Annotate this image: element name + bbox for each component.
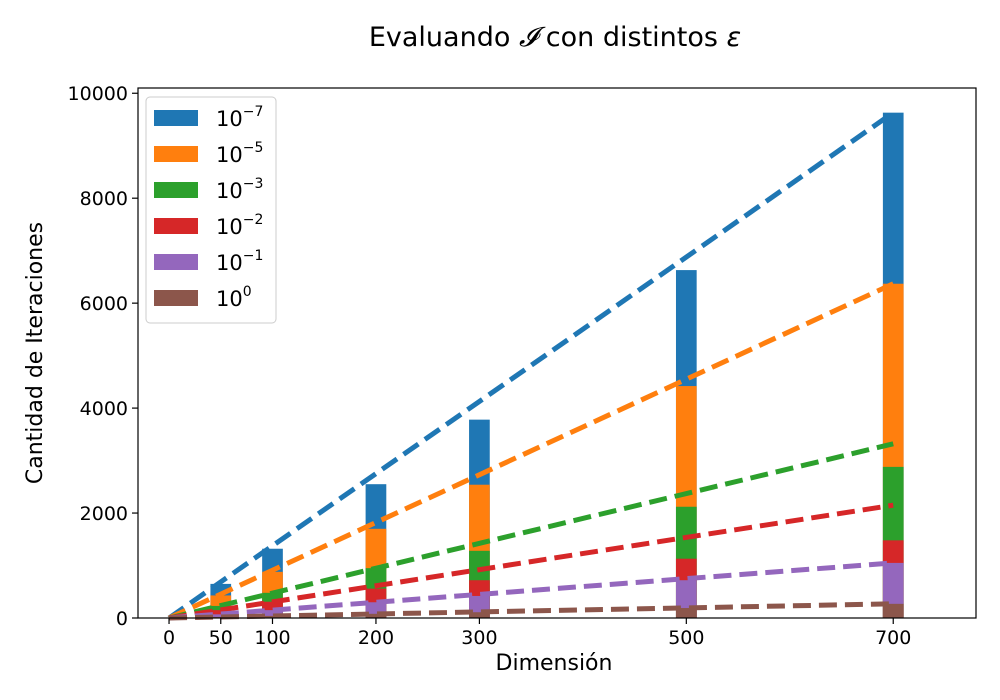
title-mid: con distintos [537,22,726,53]
trendline-5 [168,601,894,621]
title-epsilon: ε [727,22,742,53]
legend-swatch [154,254,198,270]
y-tick-label: 4000 [80,398,128,420]
y-tick-label: 2000 [80,503,128,525]
x-axis-label: Dimensión [496,651,613,676]
y-tick-label: 8000 [80,188,128,210]
bar-s4-100 [262,610,283,618]
legend-swatch [154,218,198,234]
legend-label: 10−1 [216,248,263,275]
bars-layer [210,112,904,619]
trendline-3 [168,502,894,621]
y-axis-label: Cantidad de Iteraciones [23,222,48,484]
x-tick-label: 500 [668,627,704,649]
bar-s5-300 [469,612,490,618]
title-prefix: Evaluando [369,22,519,53]
chart-title: Evaluando 𝓘 con distintos ε [369,22,741,53]
bar-s5-100 [262,615,283,618]
plot-frame [137,87,977,619]
legend-swatch [154,290,198,306]
bar-s3-50 [210,610,232,618]
bar-s5-700 [882,603,904,618]
y-tick-label: 6000 [80,293,128,315]
x-tick-label: 0 [163,627,175,649]
trendline-0 [167,110,895,621]
legend-swatch [154,110,198,126]
y-axis: 0 2000 4000 6000 8000 10000 [68,83,138,630]
bar-s5-500 [675,608,697,618]
trendline-4 [168,560,894,621]
legend-box [145,96,277,324]
x-tick-label: 300 [461,627,497,649]
x-tick-label: 200 [358,627,394,649]
legend-swatch [154,182,198,198]
legend-label: 10−5 [216,140,263,167]
trendlines-layer [167,110,895,621]
legend: 10−7 10−5 10−3 10−2 10−1 100 [145,96,277,324]
bar-s5-200 [365,613,387,618]
x-axis: 0 50 100 200 300 500 700 [163,618,911,649]
legend-label: 10−2 [216,212,263,239]
y-tick-label: 10000 [68,83,128,105]
x-tick-label: 50 [209,627,233,649]
x-tick-label: 100 [254,627,290,649]
trendline-2 [168,441,894,621]
x-tick-label: 700 [875,627,911,649]
trendline-1 [167,281,895,621]
legend-label: 10−3 [216,176,263,203]
y-tick-label: 0 [116,608,128,630]
bar-s4-50 [210,614,232,618]
legend-swatch [154,146,198,162]
legend-label: 10−7 [216,104,263,131]
legend-label: 100 [216,284,252,311]
